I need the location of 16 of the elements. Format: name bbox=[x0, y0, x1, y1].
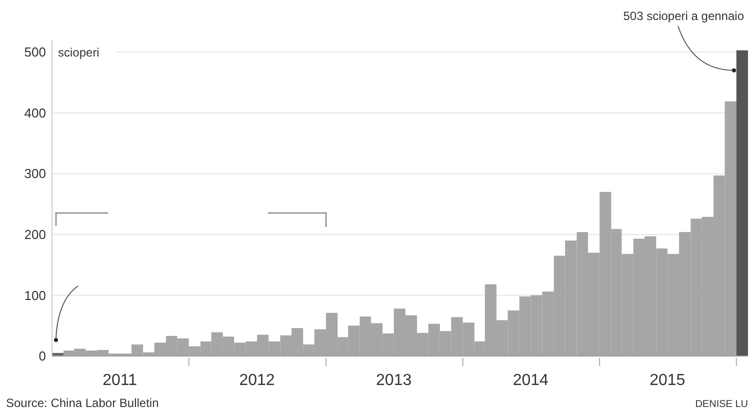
x-tick-label: 2011 bbox=[102, 372, 138, 389]
source-note: Source: China Labor Bulletin bbox=[6, 396, 159, 410]
y-axis-title: scioperi bbox=[58, 45, 100, 60]
y-tick-label: 400 bbox=[24, 105, 46, 120]
x-tick-label: 2014 bbox=[512, 372, 549, 389]
annotation: 503 scioperi a gennaio bbox=[623, 9, 744, 23]
y-tick-label: 100 bbox=[24, 288, 46, 303]
x-tick-label: 2013 bbox=[376, 372, 412, 389]
y-tick-label: 0 bbox=[38, 348, 46, 364]
y-tick-label: 200 bbox=[24, 227, 46, 242]
y-tick-label: 300 bbox=[24, 166, 46, 182]
bar bbox=[736, 50, 748, 356]
x-tick-label: 2012 bbox=[239, 372, 275, 389]
x-tick-label: 2015 bbox=[650, 372, 686, 389]
text: DENISE LU bbox=[695, 399, 748, 410]
y-tick-label: 500 bbox=[24, 44, 46, 60]
